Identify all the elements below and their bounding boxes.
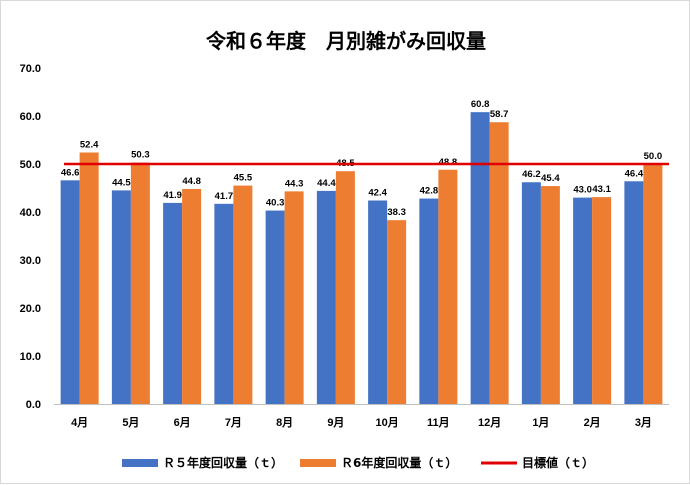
y-tick-label: 50.0 (20, 159, 41, 171)
data-label-series2-9: 45.4 (541, 173, 560, 184)
data-label-series1-9: 46.2 (522, 169, 541, 180)
bar-series2-4 (284, 191, 304, 404)
legend: Ｒ５年度回収量（ｔ） Ｒ6年度回収量（ｔ） 目標値（ｔ） (122, 455, 594, 470)
data-label-series2-2: 44.8 (182, 176, 201, 187)
bar-series2-0 (79, 152, 99, 404)
chart-title: 令和６年度 月別雑がみ回収量 (206, 29, 486, 53)
y-tick-label: 0.0 (26, 399, 41, 411)
bar-series1-9 (521, 182, 541, 404)
bar-series2-3 (233, 185, 253, 404)
x-tick-label: 3月 (635, 416, 652, 429)
data-label-series2-6: 38.3 (387, 207, 406, 218)
y-tick-label: 70.0 (20, 63, 41, 75)
bar-series1-10 (573, 197, 593, 404)
x-tick-label: 10月 (376, 416, 399, 429)
data-label-series1-5: 44.4 (317, 178, 336, 189)
data-label-series2-11: 50.0 (644, 151, 663, 162)
bar-series1-11 (624, 181, 644, 404)
x-tick-label: 12月 (478, 416, 501, 429)
y-tick-label: 20.0 (20, 303, 41, 315)
legend-swatch-r6 (300, 459, 336, 467)
legend-label-target: 目標値（ｔ） (522, 455, 594, 470)
data-labels: 46.6 44.5 41.9 41.7 40.3 44.4 42.4 42.8 60.8 46.2… (61, 99, 662, 218)
data-label-series1-7: 42.8 (420, 186, 439, 197)
data-label-series1-0: 46.6 (61, 167, 80, 178)
bar-series2-9 (540, 186, 560, 404)
bar-series1-4 (265, 210, 285, 404)
bar-series1-6 (368, 200, 388, 404)
data-label-series2-10: 43.1 (592, 184, 611, 195)
data-label-series1-11: 46.4 (625, 168, 644, 179)
bar-series2-11 (643, 164, 663, 404)
x-tick-label: 1月 (532, 416, 549, 429)
x-tick-label: 11月 (427, 416, 450, 429)
data-label-series2-1: 50.3 (131, 150, 150, 161)
bar-series2-8 (489, 122, 509, 405)
data-label-series2-4: 44.3 (285, 178, 304, 189)
legend-label-r5: Ｒ５年度回収量（ｔ） (163, 455, 283, 470)
bar-series1-8 (470, 112, 490, 404)
x-tick-label: 4月 (71, 416, 88, 429)
bar-series1-7 (419, 198, 439, 404)
data-label-series1-1: 44.5 (112, 177, 131, 188)
bar-series1-2 (163, 202, 183, 404)
x-axis: 4月 5月 6月 7月 8月 9月 10月 11月 12月 1月 2月 3月 (54, 404, 669, 429)
bar-series1-5 (316, 190, 336, 404)
data-label-series2-0: 52.4 (80, 139, 99, 150)
bar-series2-6 (387, 220, 407, 404)
bar-series1-1 (111, 190, 131, 404)
data-label-series1-6: 42.4 (368, 187, 387, 198)
bars (60, 112, 663, 405)
y-tick-label: 30.0 (20, 255, 41, 267)
bar-series2-5 (335, 171, 355, 404)
bar-series1-0 (60, 180, 80, 404)
x-tick-label: 7月 (225, 416, 242, 429)
x-tick-label: 6月 (174, 416, 191, 429)
x-tick-label: 9月 (327, 416, 344, 429)
data-label-series1-10: 43.0 (573, 185, 592, 196)
data-label-series2-3: 45.5 (234, 173, 253, 184)
y-tick-label: 40.0 (20, 207, 41, 219)
data-label-series1-3: 41.7 (215, 191, 234, 202)
bar-series2-2 (182, 188, 202, 404)
x-tick-label: 8月 (276, 416, 293, 429)
x-tick-label: 5月 (122, 416, 139, 429)
y-tick-label: 60.0 (20, 111, 41, 123)
data-label-series1-8: 60.8 (471, 99, 490, 110)
data-label-series2-8: 58.7 (490, 109, 509, 120)
legend-label-r6: Ｒ6年度回収量（ｔ） (341, 455, 457, 470)
legend-swatch-r5 (122, 459, 158, 467)
bar-series2-1 (130, 162, 150, 404)
bar-series2-10 (592, 197, 612, 404)
data-label-series1-4: 40.3 (266, 198, 285, 209)
x-tick-label: 2月 (584, 416, 601, 429)
bar-series2-7 (438, 169, 458, 404)
y-tick-label: 10.0 (20, 351, 41, 363)
data-label-series2-7: 48.8 (439, 157, 458, 168)
data-label-series1-2: 41.9 (163, 190, 182, 201)
bar-series1-3 (214, 203, 234, 404)
y-axis: 0.0 10.0 20.0 30.0 40.0 50.0 60.0 70.0 (20, 63, 41, 411)
